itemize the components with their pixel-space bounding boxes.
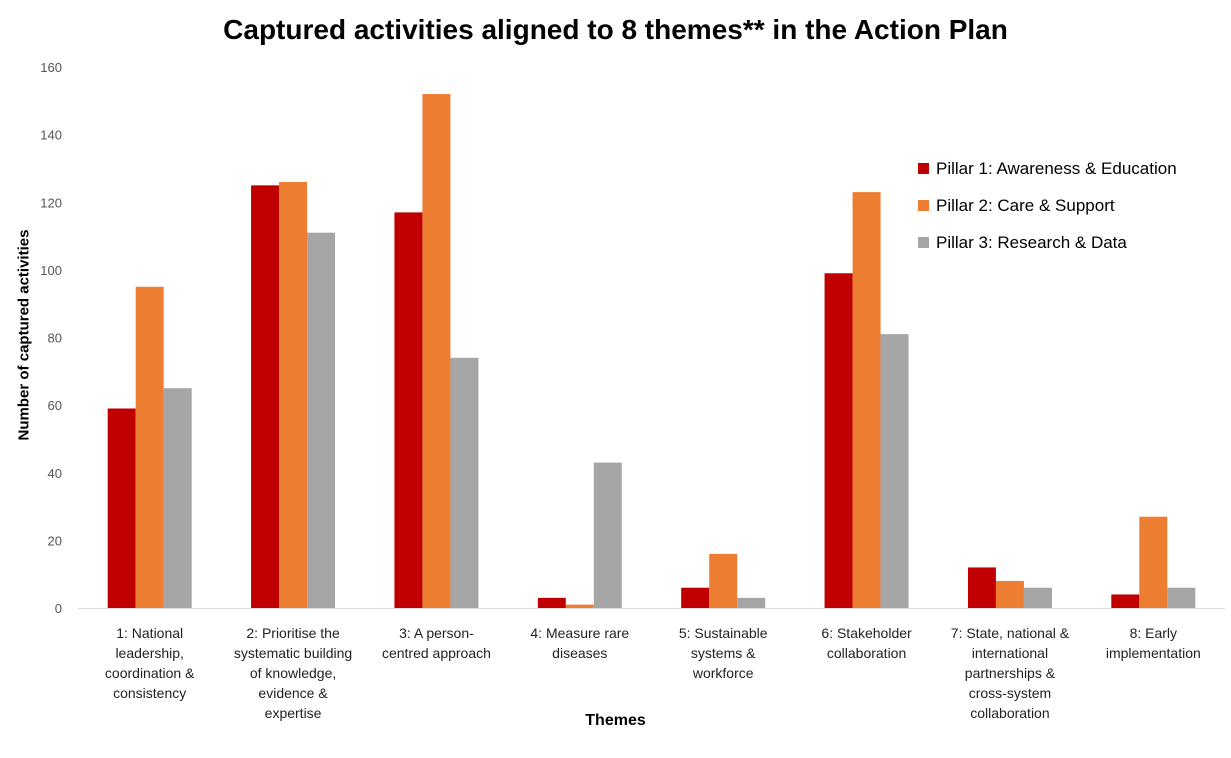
bar-pillar-3-theme-7 <box>1023 587 1052 608</box>
category-label: 7: State, national & international partner… <box>951 625 1070 721</box>
legend-swatch <box>918 237 929 248</box>
bar-pillar-3-theme-1 <box>163 388 192 608</box>
legend: Pillar 1: Awareness & Education Pillar 2:… <box>918 150 1177 261</box>
category-label-line: 5: Sustainable <box>679 625 768 641</box>
bar-pillar-2-theme-8 <box>1139 516 1168 608</box>
bar-pillar-3-theme-4 <box>593 462 622 608</box>
y-axis-ticks: 0 20 40 60 80 100 120 140 160 <box>40 60 62 616</box>
category-label-line: 7: State, national & <box>951 625 1070 641</box>
bar-pillar-1-theme-1 <box>107 408 136 608</box>
bar-pillar-1-theme-4 <box>537 597 566 608</box>
bar-pillar-2-theme-2 <box>279 181 308 608</box>
chart-title: Captured activities aligned to 8 themes*… <box>223 14 1008 45</box>
bars <box>107 94 1196 609</box>
y-tick-label: 80 <box>48 331 62 346</box>
category-label-line: cross-system <box>969 685 1051 701</box>
bar-pillar-3-theme-3 <box>450 357 479 608</box>
category-label-line: consistency <box>113 685 186 701</box>
y-tick-label: 160 <box>40 60 62 75</box>
legend-swatch <box>918 163 929 174</box>
category-label-line: partnerships & <box>965 665 1056 681</box>
category-label-line: 4: Measure rare <box>530 625 629 641</box>
x-axis-label: Themes <box>585 712 646 729</box>
legend-swatch <box>918 200 929 211</box>
legend-label: Pillar 1: Awareness & Education <box>936 158 1177 178</box>
y-tick-label: 60 <box>48 398 62 413</box>
bar-pillar-2-theme-3 <box>422 94 451 609</box>
category-label-line: implementation <box>1106 645 1201 661</box>
legend-item: Pillar 2: Care & Support <box>918 187 1177 224</box>
category-label: 6: Stakeholder collaboration <box>821 625 912 661</box>
category-label-line: collaboration <box>827 645 906 661</box>
category-label-line: of knowledge, <box>250 665 336 681</box>
category-label-line: systematic building <box>234 645 352 661</box>
category-label-line: international <box>972 645 1048 661</box>
bar-pillar-1-theme-8 <box>1111 594 1140 608</box>
bar-pillar-3-theme-5 <box>737 597 766 608</box>
category-label-line: systems & <box>691 645 756 661</box>
category-label-line: centred approach <box>382 645 491 661</box>
bar-pillar-2-theme-5 <box>709 553 738 608</box>
category-label-line: 2: Prioritise the <box>246 625 340 641</box>
y-tick-label: 0 <box>55 601 62 616</box>
category-label-line: coordination & <box>105 665 195 681</box>
legend-item: Pillar 1: Awareness & Education <box>918 150 1177 187</box>
category-label-line: 1: National <box>116 625 183 641</box>
category-label: 3: A person-centred approach <box>382 625 491 661</box>
bar-pillar-1-theme-3 <box>394 212 423 609</box>
category-label-line: 6: Stakeholder <box>821 625 912 641</box>
category-labels: 1: National leadership, coordination & cons… <box>105 625 1201 721</box>
category-label-line: leadership, <box>115 645 184 661</box>
y-tick-label: 100 <box>40 263 62 278</box>
legend-label: Pillar 2: Care & Support <box>936 195 1115 215</box>
bar-pillar-2-theme-1 <box>135 286 164 608</box>
category-label: 8: Early implementation <box>1106 625 1201 661</box>
bar-pillar-1-theme-6 <box>824 273 853 608</box>
category-label-line: collaboration <box>970 705 1049 721</box>
bar-pillar-2-theme-4 <box>565 604 594 608</box>
bar-pillar-2-theme-7 <box>995 580 1024 608</box>
y-tick-label: 40 <box>48 466 62 481</box>
category-label-line: 8: Early <box>1130 625 1177 641</box>
category-label-line: diseases <box>552 645 607 661</box>
y-tick-label: 120 <box>40 195 62 210</box>
category-label: 2: Prioritise the systematic building of k… <box>234 625 352 721</box>
legend-item: Pillar 3: Research & Data <box>918 224 1177 261</box>
y-tick-label: 140 <box>40 128 62 143</box>
category-label: 5: Sustainable systems & workforce <box>679 625 768 681</box>
bar-pillar-1-theme-2 <box>251 185 280 608</box>
bar-pillar-3-theme-8 <box>1167 587 1196 608</box>
y-tick-label: 20 <box>48 533 62 548</box>
category-label-line: expertise <box>265 705 322 721</box>
legend-label: Pillar 3: Research & Data <box>936 232 1127 252</box>
bar-pillar-3-theme-2 <box>307 232 336 608</box>
category-label: 1: National leadership, coordination & cons… <box>105 625 195 701</box>
bar-pillar-1-theme-5 <box>681 587 710 608</box>
bar-pillar-1-theme-7 <box>967 567 996 608</box>
category-label-line: 3: A person- <box>399 625 474 641</box>
bar-pillar-3-theme-6 <box>880 334 909 608</box>
category-label: 4: Measure rare diseases <box>530 625 629 661</box>
category-label-line: evidence & <box>258 685 328 701</box>
bar-pillar-2-theme-6 <box>852 192 881 608</box>
category-label-line: workforce <box>692 665 754 681</box>
